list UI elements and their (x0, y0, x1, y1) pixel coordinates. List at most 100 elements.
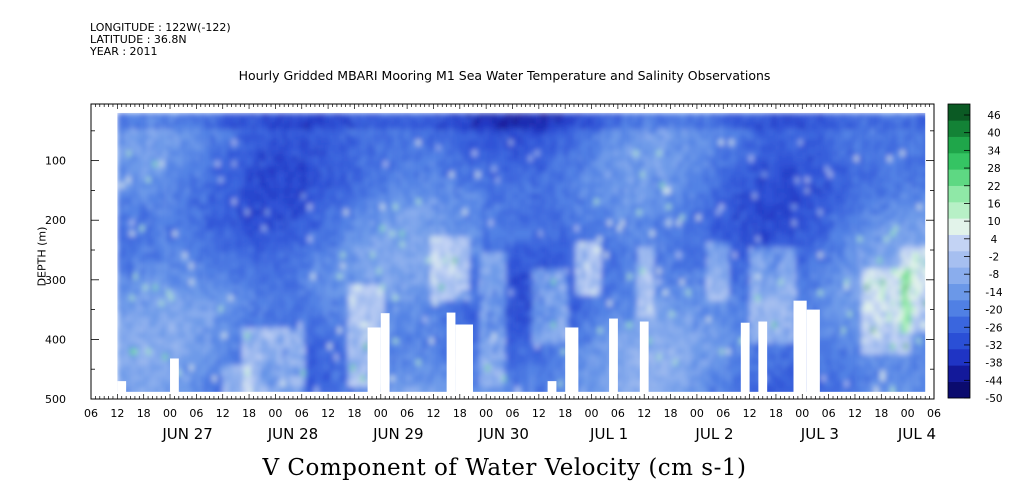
x-hour-tick-label: 12 (321, 407, 335, 420)
x-hour-tick-label: 18 (137, 407, 151, 420)
missing-data-gap (740, 322, 750, 399)
x-hour-tick-label: 00 (374, 407, 388, 420)
x-hour-tick-label: 18 (242, 407, 256, 420)
missing-data-gap (380, 313, 390, 399)
colorbar-segment (948, 218, 970, 235)
colorbar-segment (948, 300, 970, 317)
colorbar-label: -20 (985, 305, 1002, 317)
longitude-label: LONGITUDE : 122W(-122) (90, 21, 231, 34)
x-hour-tick-label: 00 (901, 407, 915, 420)
x-hour-tick-label: 12 (110, 407, 124, 420)
colorbar-segment (948, 234, 970, 252)
colorbar-segment (948, 365, 970, 382)
x-hour-tick-label: 06 (400, 407, 414, 420)
colorbar-label: -26 (985, 322, 1002, 334)
colorbar-segment (948, 153, 970, 170)
x-hour-tick-label: 06 (189, 407, 203, 420)
x-hour-tick-label: 12 (216, 407, 230, 420)
colorbar-label: -44 (985, 375, 1002, 387)
x-day-label: JUL 1 (589, 425, 628, 443)
chart-title: Hourly Gridded MBARI Mooring M1 Sea Wate… (238, 68, 771, 83)
x-hour-tick-label: 00 (585, 407, 599, 420)
x-hour-tick-label: 06 (822, 407, 836, 420)
metadata-block: LONGITUDE : 122W(-122) LATITUDE : 36.8N … (90, 22, 231, 58)
x-hour-tick-label: 06 (295, 407, 309, 420)
x-hour-tick-label: 18 (874, 407, 888, 420)
colorbar-segment (948, 316, 970, 333)
x-day-label: JUL 2 (694, 425, 733, 443)
x-hour-tick-label: 00 (479, 407, 493, 420)
colorbar-label: 22 (987, 181, 1000, 193)
x-hour-tick-label: 12 (532, 407, 546, 420)
x-hour-tick-label: 00 (690, 407, 704, 420)
x-day-label: JUL 3 (800, 425, 839, 443)
x-hour-tick-label: 00 (268, 407, 282, 420)
colorbar: 46 40 34 28 22 16 10 4 -2 -8 -14 -20 -26 -32 -38 -44 -50 (947, 103, 1003, 405)
y-tick-label: 100 (45, 155, 66, 168)
axes: 100 200 300 400 500 06 12 18 00 06 12 18 00 06 12 18 00 0… (45, 103, 941, 443)
colorbar-label: 40 (987, 128, 1000, 140)
x-hour-tick-label: 06 (927, 407, 941, 420)
missing-data-gap (639, 321, 649, 399)
colorbar-frame (947, 103, 971, 399)
colorbar-segment (948, 120, 970, 137)
colorbar-label: -32 (985, 340, 1002, 352)
colorbar-label: 34 (987, 145, 1001, 157)
plot-area (91, 104, 934, 399)
colorbar-label: 10 (987, 216, 1000, 228)
x-hour-tick-label: 12 (743, 407, 757, 420)
missing-data-gap (565, 327, 579, 399)
colorbar-segment (948, 267, 970, 284)
missing-data-gap (446, 312, 456, 399)
colorbar-label: 46 (987, 110, 1001, 122)
year-label: YEAR : 2011 (90, 45, 158, 58)
y-tick-label: 500 (45, 393, 66, 406)
missing-data-gap (91, 104, 118, 399)
colorbar-segment (948, 381, 970, 399)
colorbar-segment (948, 349, 970, 366)
missing-data-gap (367, 327, 381, 399)
y-tick-label: 400 (45, 333, 66, 346)
y-axis-label: DEPTH (m) (35, 226, 49, 287)
y-tick-label: 200 (45, 214, 66, 227)
x-hour-tick-label: 12 (426, 407, 440, 420)
missing-data-gap (547, 381, 557, 399)
colorbar-segment (948, 283, 970, 301)
latitude-label: LATITUDE : 36.8N (90, 33, 187, 46)
missing-data-gap (793, 300, 807, 399)
missing-data-gap (806, 309, 820, 399)
colorbar-segment (948, 251, 970, 268)
x-hour-tick-label: 06 (716, 407, 730, 420)
x-hour-tick-label: 00 (163, 407, 177, 420)
x-hour-tick-label: 06 (84, 407, 98, 420)
colorbar-segment (948, 136, 970, 154)
colorbar-label: -14 (985, 287, 1002, 299)
x-hour-tick-label: 12 (637, 407, 651, 420)
x-day-label: JUN 30 (477, 425, 528, 443)
colorbar-segment (948, 185, 970, 203)
colorbar-segment (948, 202, 970, 219)
colorbar-label: -8 (989, 269, 999, 281)
colorbar-segment (948, 332, 970, 350)
colorbar-label: -38 (985, 358, 1002, 370)
x-day-label: JUN 28 (267, 425, 318, 443)
missing-data-gap (455, 324, 473, 399)
x-hour-tick-label: 18 (769, 407, 783, 420)
colorbar-label: -50 (985, 393, 1002, 405)
colorbar-segment (948, 104, 970, 121)
colorbar-segment (948, 169, 970, 186)
x-axis-label: V Component of Water Velocity (cm s-1) (262, 455, 747, 481)
missing-data-gap (925, 104, 934, 399)
x-hour-tick-label: 06 (506, 407, 520, 420)
colorbar-label: -2 (989, 252, 999, 264)
x-day-label: JUN 29 (372, 425, 423, 443)
x-day-label: JUL 4 (897, 425, 936, 443)
colorbar-label: 16 (987, 198, 1001, 210)
x-hour-tick-label: 00 (795, 407, 809, 420)
colorbar-label: 28 (987, 163, 1000, 175)
colorbar-label: 4 (991, 234, 998, 246)
missing-data-gap (117, 381, 127, 399)
velocity-field (91, 104, 934, 399)
missing-data-gap (170, 358, 179, 399)
